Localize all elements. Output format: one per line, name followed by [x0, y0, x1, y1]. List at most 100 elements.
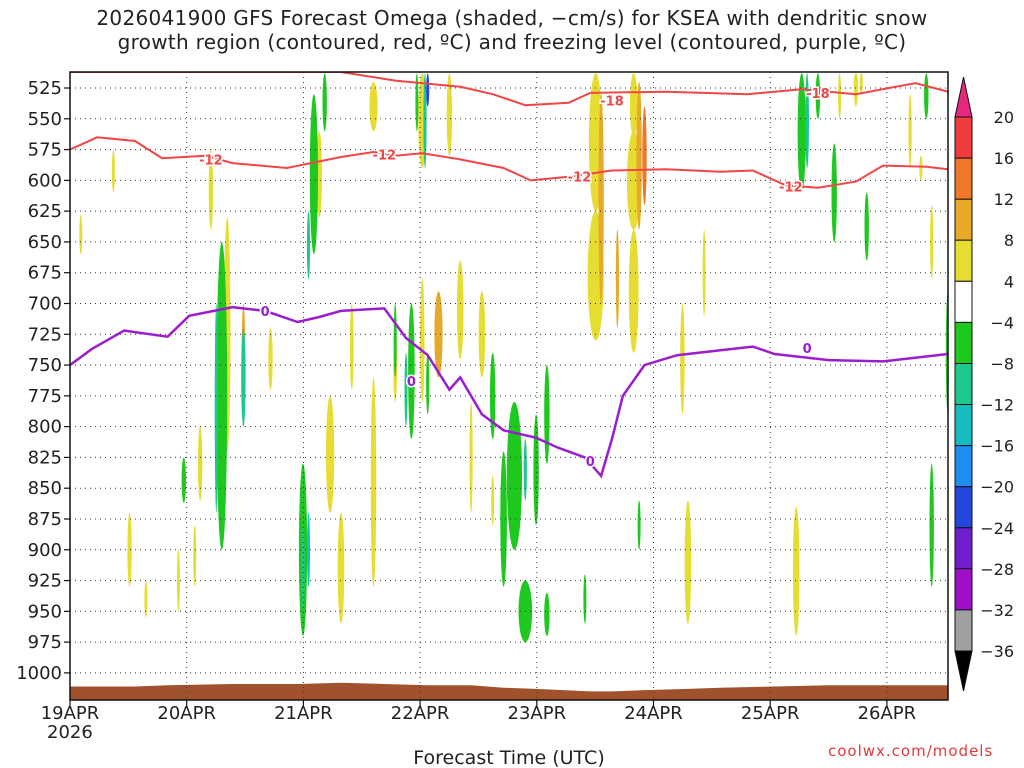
colorbar-bin — [954, 239, 973, 282]
colorbar-label: −16 — [980, 437, 1014, 456]
omega-region — [478, 291, 486, 378]
colorbar: 20 16 12 8 4 −4 −8 −12 −16 −20 −24 −28 −32 −36 — [954, 76, 1014, 692]
x-tick-label: 23APR — [508, 703, 567, 724]
y-tick-label: 950 — [28, 601, 62, 622]
colorbar-top-arrow — [954, 76, 973, 118]
y-tick-label: 775 — [28, 386, 62, 407]
surface-terrain — [70, 682, 948, 700]
omega-region — [792, 506, 800, 636]
omega-region — [404, 352, 408, 427]
contour-label-red: -12 — [568, 171, 592, 186]
colorbar-bin — [954, 321, 973, 364]
omega-region — [629, 73, 638, 138]
colorbar-label: −36 — [980, 642, 1014, 661]
y-tick-label: 875 — [28, 509, 62, 530]
omega-region — [423, 73, 427, 168]
contour-label-purple: 0 — [407, 375, 416, 390]
colorbar-label: −12 — [980, 396, 1014, 415]
y-tick-label: 1000 — [16, 663, 62, 684]
contour-label-purple: 0 — [803, 342, 812, 357]
colorbar-label: 4 — [1004, 272, 1014, 291]
omega-region — [144, 580, 148, 618]
colorbar-label: −20 — [980, 478, 1014, 497]
omega-region — [208, 149, 214, 230]
omega-region — [307, 512, 310, 587]
omega-region — [322, 73, 327, 132]
y-tick-label: 825 — [28, 447, 62, 468]
omega-region — [434, 291, 443, 378]
x-tick-label: 26APR — [858, 703, 917, 724]
colorbar-label: −8 — [990, 355, 1014, 374]
omega-region — [337, 512, 345, 624]
colorbar-label: 20 — [994, 108, 1014, 127]
y-tick-label: 725 — [28, 324, 62, 345]
x-tick-label: 25APR — [741, 703, 800, 724]
omega-region — [924, 73, 929, 119]
omega-region — [176, 549, 180, 612]
y-tick-label: 975 — [28, 632, 62, 653]
omega-region — [680, 303, 685, 415]
colorbar-bin — [954, 363, 973, 406]
omega-region — [815, 73, 821, 119]
omega-region — [241, 328, 246, 427]
chart-title: 2026041900 GFS Forecast Omega (shaded, −… — [0, 6, 1024, 54]
omega-region — [805, 73, 809, 168]
y-tick-label: 550 — [28, 109, 62, 130]
x-axis: 19APR 20APR 21APR 22APR 23APR 24APR 25APR 26APR — [41, 700, 916, 724]
colorbar-bin — [954, 527, 973, 570]
omega-region — [469, 402, 473, 513]
y-tick-label: 525 — [28, 78, 62, 99]
omega-region — [853, 73, 859, 95]
omega-region — [533, 414, 539, 526]
colorbar-label: −32 — [980, 601, 1014, 620]
colorbar-label: −24 — [980, 519, 1014, 538]
contour-label-red: -18 — [806, 87, 830, 102]
omega-region — [583, 574, 587, 624]
surface-fill — [70, 682, 948, 700]
omega-region — [456, 260, 464, 360]
colorbar-label: 16 — [994, 149, 1014, 168]
contour-minus12 — [70, 136, 948, 189]
omega-region — [908, 94, 912, 168]
colorbar-bin — [954, 568, 973, 611]
x-axis-year: 2026 — [47, 722, 93, 743]
chart-title-line-1: 2026041900 GFS Forecast Omega (shaded, −… — [96, 6, 928, 30]
omega-region — [349, 303, 354, 390]
omega-region — [838, 73, 842, 119]
colorbar-label: 8 — [1004, 231, 1014, 250]
y-tick-label: 625 — [28, 201, 62, 222]
colorbar-bin — [954, 404, 973, 447]
y-tick-label: 900 — [28, 540, 62, 561]
omega-region — [420, 278, 425, 402]
omega-region — [544, 365, 550, 464]
y-axis: 525 550 575 600 625 650 675 700 725 750 775 800 825 8… — [16, 78, 70, 684]
omega-region — [408, 303, 415, 439]
omega-region — [446, 73, 453, 156]
colorbar-bin — [954, 445, 973, 488]
colorbar-bottom-arrow — [954, 650, 973, 692]
omega-region — [326, 395, 335, 513]
omega-region — [598, 94, 604, 304]
omega-region — [309, 94, 318, 255]
omega-shading — [79, 73, 948, 643]
omega-region — [268, 328, 273, 390]
colorbar-bin — [954, 157, 973, 200]
omega-region — [642, 106, 647, 205]
omega-region — [370, 377, 377, 587]
y-tick-label: 575 — [28, 140, 62, 161]
omega-region — [216, 242, 228, 550]
omega-region — [306, 211, 311, 279]
omega-region — [316, 131, 322, 218]
omega-region — [797, 73, 806, 193]
omega-region — [636, 81, 642, 230]
x-tick-label: 20APR — [157, 703, 216, 724]
y-tick-label: 850 — [28, 478, 62, 499]
omega-region — [544, 592, 550, 636]
credit-link[interactable]: coolwx.com/models — [828, 742, 994, 760]
omega-region — [831, 143, 837, 242]
contour-label-red: -12 — [779, 181, 803, 196]
y-tick-label: 800 — [28, 417, 62, 438]
omega-region — [301, 525, 305, 612]
omega-region — [637, 500, 641, 550]
